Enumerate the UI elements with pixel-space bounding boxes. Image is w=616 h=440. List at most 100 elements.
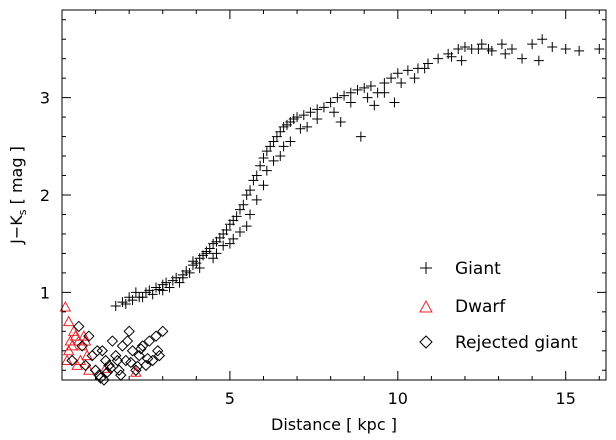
y-axis-label-main: J−K [7, 215, 26, 245]
series-giant [110, 34, 605, 311]
diamond-point [157, 325, 169, 338]
triangle-point [81, 349, 94, 361]
plus-point [506, 43, 517, 54]
plus-point [419, 63, 430, 74]
legend: Giant Dwarf Rejected giant [419, 259, 578, 353]
plus-point [560, 43, 571, 54]
diamond-point [89, 364, 102, 376]
plus-point [127, 295, 138, 306]
y-tick-label: 1 [40, 283, 50, 302]
plus-point [234, 227, 245, 237]
plus-point [218, 240, 229, 251]
x-tick-label: 15 [556, 389, 576, 408]
diamond-point [66, 354, 78, 367]
x-tick-label: 10 [388, 389, 408, 408]
axis-ticks: 5 10 15 1 2 3 [40, 10, 606, 408]
plus-point [379, 78, 390, 89]
plus-point [245, 185, 256, 196]
plus-point [255, 160, 266, 171]
series-rejected-giant [66, 320, 169, 386]
plus-point [302, 121, 313, 132]
plus-point [194, 263, 205, 274]
diamond-point [141, 352, 154, 365]
plus-point [345, 87, 356, 98]
plus-point [500, 48, 511, 59]
triangle-point [130, 366, 142, 377]
legend-item-rejected-giant: Rejected giant [419, 333, 578, 353]
diamond-point [110, 349, 122, 362]
diamond-point [140, 359, 152, 372]
x-tick-label: 5 [225, 389, 235, 408]
plus-point [517, 53, 528, 64]
plus-point [187, 256, 198, 267]
plus-point [268, 155, 279, 166]
plus-point [433, 53, 444, 64]
plus-point [386, 73, 397, 84]
plus-point [258, 180, 269, 191]
diamond-point [151, 345, 164, 357]
plus-point [201, 248, 212, 259]
plus-point [318, 102, 329, 113]
plus-point [221, 225, 232, 236]
plus-point [355, 131, 366, 142]
legend-triangle-marker [419, 299, 433, 313]
plus-point [292, 112, 303, 123]
triangle-point [61, 354, 73, 366]
diamond-point [91, 345, 103, 357]
diamond-point [133, 349, 145, 362]
legend-label-dwarf: Dwarf [455, 297, 506, 317]
triangle-point [77, 330, 90, 341]
plus-point [369, 100, 380, 111]
plus-point [446, 51, 457, 62]
plus-point [496, 39, 507, 50]
plus-point [312, 104, 323, 115]
plus-point [365, 80, 376, 91]
plus-point [533, 55, 544, 66]
diamond-point [146, 354, 159, 367]
plus-point [231, 211, 242, 222]
plus-point [594, 43, 605, 54]
plus-point [574, 45, 585, 56]
y-axis-label-subscript: s [16, 209, 29, 215]
diamond-point [101, 366, 114, 378]
plus-point [164, 282, 175, 293]
plus-point [396, 78, 407, 89]
plus-point [312, 114, 323, 125]
plus-point [389, 97, 400, 108]
y-axis-label-unit: [ mag ] [7, 146, 26, 209]
diamond-point [123, 325, 135, 338]
triangle-point [62, 315, 75, 327]
plus-point [184, 267, 195, 278]
plus-point [157, 285, 168, 296]
plus-point [251, 170, 262, 181]
plus-point [275, 151, 286, 162]
plus-point [459, 42, 470, 52]
diamond-point [150, 330, 162, 342]
plus-point [298, 110, 309, 121]
plus-point [335, 116, 346, 127]
triangle-point [62, 344, 75, 356]
plus-point [339, 90, 350, 101]
plus-point [409, 73, 420, 84]
diamond-point [121, 335, 134, 347]
plus-point [278, 141, 289, 152]
plus-point [473, 43, 484, 54]
plus-point [453, 43, 464, 54]
diamond-point [143, 335, 156, 347]
triangle-point [59, 300, 72, 312]
plus-point [224, 238, 235, 249]
plus-point [305, 107, 316, 118]
diamond-point [106, 335, 119, 347]
plus-point [332, 92, 343, 103]
plus-point [137, 292, 148, 303]
diamond-point [125, 356, 137, 369]
plus-point [392, 68, 403, 79]
plus-point [177, 272, 188, 283]
diamond-point [99, 354, 112, 367]
diamond-point [111, 354, 124, 367]
plus-point [456, 55, 467, 66]
plus-point [295, 123, 306, 134]
legend-item-dwarf: Dwarf [419, 297, 506, 317]
